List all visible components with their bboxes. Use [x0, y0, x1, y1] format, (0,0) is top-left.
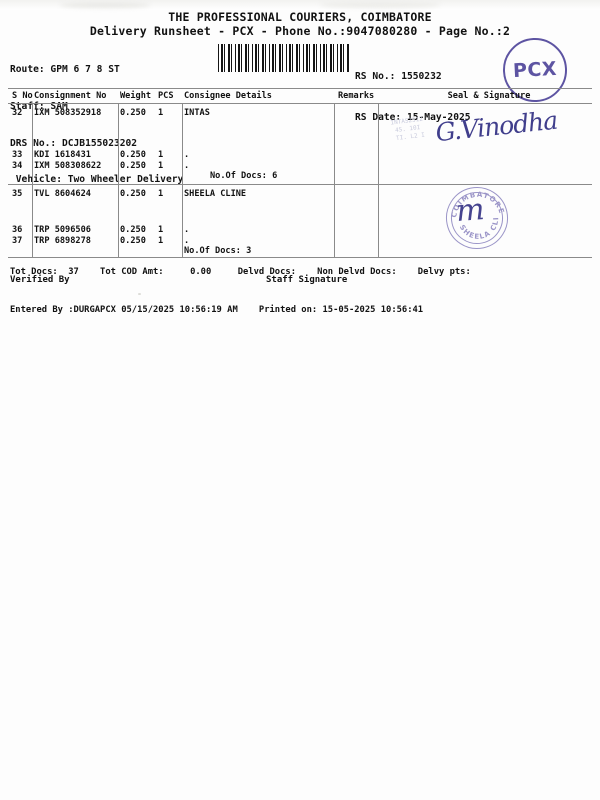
- table-row: 0.250: [120, 150, 146, 160]
- column-header-seal: Seal & Signature: [447, 91, 531, 101]
- route-line: Route: GPM 6 7 8 ST: [10, 64, 120, 76]
- handwritten-signature: m: [454, 192, 486, 229]
- seal-signature-cell: COIMBATORE SHEELA CLINIC m: [384, 181, 584, 257]
- consignment-table: S No Consignment No Weight PCS Consignee…: [8, 88, 592, 258]
- table-row: 1: [158, 161, 164, 171]
- seal-signature-cell: INTAS2512 4S. 10I TI. L2 I G.Vinodha: [384, 104, 584, 184]
- scan-edge-tint: [0, 0, 600, 10]
- scan-smudge: [320, 1, 440, 8]
- table-row: .: [184, 236, 190, 246]
- column-header-consignment: Consignment No: [34, 91, 107, 101]
- table-row: 1: [158, 236, 164, 246]
- paper-speck: [138, 293, 141, 295]
- table-row: 0.250: [120, 236, 146, 246]
- table-row: SHEELA CLINE: [184, 189, 247, 199]
- column-header-weight: Weight: [120, 91, 152, 101]
- column-header-s-no: S No: [12, 91, 33, 101]
- docs-count-note: No.Of Docs: 6: [210, 171, 278, 181]
- column-divider: [378, 185, 379, 257]
- header-meta-right: RS No.: 1550232 RS Date: 15-May-2025: [355, 43, 471, 151]
- table-row: 1: [158, 150, 164, 160]
- table-row: IXM 508352918: [34, 108, 102, 118]
- table-row: TRP 5096506: [34, 225, 91, 235]
- table-header-row: S No Consignment No Weight PCS Consignee…: [8, 89, 592, 104]
- staff-signature-label: Staff Signature: [266, 275, 348, 285]
- table-row: 33: [12, 150, 23, 160]
- header-meta-left: Route: GPM 6 7 8 ST Staff: SAM DRS No.: …: [10, 40, 183, 211]
- totals-line: Tot Docs: 37 Tot COD Amt: 0.00 Delvd Doc…: [10, 267, 471, 277]
- table-row: .: [184, 150, 190, 160]
- column-divider: [334, 104, 335, 184]
- table-row: 32: [12, 108, 23, 118]
- rs-no-line: RS No.: 1550232: [355, 71, 442, 82]
- column-divider: [334, 185, 335, 257]
- totals-summary: Tot Docs: 37 Tot COD Amt: 0.00 Delvd Doc…: [10, 241, 471, 341]
- scan-smudge: [60, 2, 150, 8]
- column-header-remarks: Remarks: [338, 91, 375, 101]
- handwritten-signature: G.Vinodha: [434, 105, 559, 148]
- company-title: THE PROFESSIONAL COURIERS, COIMBATORE: [168, 10, 432, 24]
- table-row: 0.250: [120, 108, 146, 118]
- table-row: 36: [12, 225, 23, 235]
- column-divider: [118, 185, 119, 257]
- column-divider: [32, 104, 33, 184]
- staff-line: Staff: SAM: [10, 101, 68, 113]
- column-divider: [378, 104, 379, 184]
- entered-printed-line: Entered By :DURGAPCX 05/15/2025 10:56:19…: [10, 304, 424, 315]
- table-row: TRP 6898278: [34, 236, 91, 246]
- clinic-round-stamp-icon: COIMBATORE SHEELA CLINIC: [440, 181, 514, 255]
- verified-by-label: Verified By: [10, 275, 70, 285]
- table-row: 1: [158, 108, 164, 118]
- table-row: 1: [158, 189, 164, 199]
- table-row: KDI 1618431: [34, 150, 91, 160]
- table-row-group: 32 IXM 508352918 0.250 1 INTAS 33 KDI 16…: [8, 104, 592, 185]
- table-row: 35: [12, 189, 23, 199]
- clinic-stamp-text: COIMBATORE SHEELA CLINIC: [441, 182, 515, 256]
- column-header-consignee: Consignee Details: [184, 91, 272, 101]
- table-body: 32 IXM 508352918 0.250 1 INTAS 33 KDI 16…: [8, 104, 592, 257]
- column-divider: [32, 185, 33, 257]
- column-divider: [182, 185, 183, 257]
- table-row: .: [184, 161, 190, 171]
- table-row: 0.250: [120, 225, 146, 235]
- drs-no-line: DRS No.: DCJB155023202: [10, 137, 138, 149]
- table-row: IXM 508308622: [34, 161, 102, 171]
- table-row: 37: [12, 236, 23, 246]
- table-row: .: [184, 225, 190, 235]
- table-row: TVL 8604624: [34, 189, 91, 199]
- table-row: 0.250: [120, 161, 146, 171]
- column-header-pcs: PCS: [158, 91, 174, 101]
- document-subtitle: Delivery Runsheet - PCX - Phone No.:9047…: [89, 24, 511, 38]
- docs-count-note: No.Of Docs: 3: [184, 246, 252, 256]
- column-divider: [182, 104, 183, 184]
- column-divider: [118, 104, 119, 184]
- pcx-stamp-label: PCX: [512, 57, 558, 83]
- table-row-group: 35 TVL 8604624 0.250 1 SHEELA CLINE 36 T…: [8, 181, 592, 257]
- barcode-image: [218, 44, 350, 72]
- vehicle-line: Vehicle: Two Wheeler Delivery: [10, 174, 184, 186]
- rs-date-line: RS Date: 15-May-2025: [355, 111, 471, 123]
- table-row: INTAS: [184, 108, 210, 118]
- table-row: 1: [158, 225, 164, 235]
- table-row: 0.250: [120, 189, 146, 199]
- table-row: 34: [12, 161, 23, 171]
